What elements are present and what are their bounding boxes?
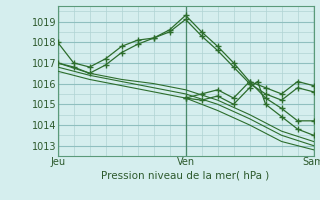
X-axis label: Pression niveau de la mer( hPa ): Pression niveau de la mer( hPa ): [101, 170, 270, 180]
